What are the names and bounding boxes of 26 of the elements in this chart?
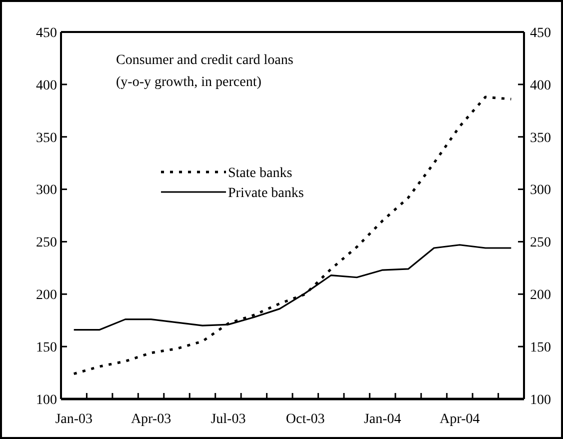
y2-tick-label: 200 <box>530 288 551 304</box>
y2-tick-label: 300 <box>530 183 551 198</box>
y-tick-label: 200 <box>36 288 57 304</box>
y-tick-label: 300 <box>36 183 57 198</box>
y2-tick-label: 400 <box>530 78 551 94</box>
y2-tick-label: 100 <box>530 392 551 408</box>
y-tick-label: 400 <box>36 78 57 94</box>
legend-label: State banks <box>228 166 292 181</box>
x-tick-label: Jul-03 <box>210 412 246 427</box>
y2-tick-label: 350 <box>530 130 551 146</box>
x-tick-label: Apr-04 <box>440 412 480 427</box>
y-tick-label: 100 <box>36 392 57 408</box>
x-tick-label: Jan-03 <box>55 412 93 427</box>
y2-tick-label: 150 <box>530 340 551 356</box>
y-tick-label: 250 <box>36 236 57 251</box>
y2-tick-label: 450 <box>530 26 551 41</box>
y-tick-label: 450 <box>36 26 57 41</box>
y2-tick-label: 250 <box>530 236 551 251</box>
x-tick-label: Jan-04 <box>364 412 402 427</box>
y-tick-label: 350 <box>36 130 57 146</box>
x-tick-label: Apr-03 <box>130 412 172 427</box>
text: Consumer and credit card loans (y-o-y growth, in percent) <box>116 53 294 90</box>
y-tick-label: 150 <box>36 340 57 356</box>
x-tick-label: Oct-03 <box>286 412 325 427</box>
legend-label: Private banks <box>228 186 304 201</box>
line-series <box>72 96 512 376</box>
